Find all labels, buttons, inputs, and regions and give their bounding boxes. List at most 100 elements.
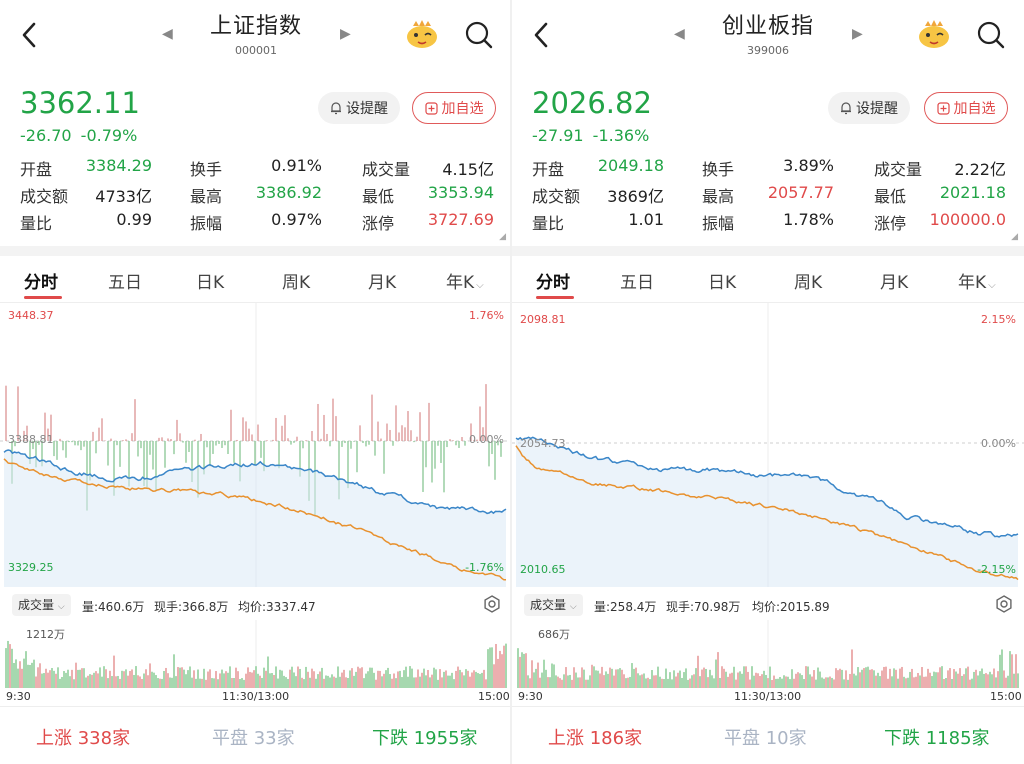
set-alert-button[interactable]: 设提醒 [828, 92, 910, 124]
tab-intraday[interactable]: 分时 [536, 273, 570, 293]
unchanged[interactable]: 平盘 33家 [212, 724, 295, 750]
decliners[interactable]: 下跌 1185家 [884, 724, 990, 750]
set-alert-button[interactable]: 设提醒 [318, 92, 400, 124]
stat-label: 最高 [190, 187, 223, 206]
tab-monthly-k[interactable]: 月K [368, 273, 397, 293]
tab-five-day[interactable]: 五日 [620, 273, 654, 293]
average-price-line [515, 445, 1019, 581]
volume-chart: 686万 [512, 620, 1024, 688]
intraday-chart-svg [512, 303, 1024, 587]
tab-intraday[interactable]: 分时 [24, 273, 58, 293]
tab-yearly-k[interactable]: 年K ⌵ [446, 268, 484, 293]
stat-value: 3384.29 [85, 156, 152, 175]
expand-corner-icon[interactable]: ◢ [499, 232, 506, 242]
add-favorite-label: 加自选 [441, 101, 484, 117]
add-favorite-button[interactable]: 加自选 [412, 92, 496, 124]
intraday-chart[interactable]: 3448.37 3388.81 3329.25 1.76% 0.00% -1.7… [0, 303, 512, 587]
chevron-down-icon: ⌵ [988, 280, 996, 291]
chevron-down-icon: ⌵ [57, 602, 65, 612]
tab-five-day[interactable]: 五日 [108, 273, 142, 293]
chevron-down-icon: ⌵ [476, 280, 484, 291]
stat-label: 换手 [702, 160, 735, 179]
prev-arrow-icon[interactable]: ◀ [162, 26, 173, 42]
index-code: 399006 [747, 44, 789, 57]
stat-value: 3386.92 [255, 183, 322, 202]
volume-selector[interactable]: 成交量 ⌵ [12, 594, 71, 616]
add-favorite-label: 加自选 [953, 101, 996, 117]
decliners-count: 1955家 [413, 728, 478, 749]
add-favorite-button[interactable]: 加自选 [924, 92, 1008, 124]
mascot-icon[interactable] [404, 18, 440, 50]
intraday-chart-svg [0, 303, 512, 587]
stat-label: 换手 [190, 160, 223, 179]
unchanged-label: 平盘 [724, 728, 760, 749]
set-alert-label: 设提醒 [346, 101, 388, 117]
stat-value: 4733亿 [95, 187, 152, 206]
stat-value: 2021.18 [939, 183, 1006, 202]
gear-icon[interactable] [482, 594, 502, 614]
active-tab-indicator [24, 296, 62, 299]
chart-tabs: 分时 五日 日K 周K 月K 年K ⌵ [0, 256, 512, 302]
panel-chinext: 创业板指 399006 ◀ ▶ 2026.82 -27.91 -1.36% 设提… [512, 0, 1024, 764]
stats-row: 量比 0.99 振幅 0.97% 涨停 3727.69 [20, 210, 500, 237]
set-alert-label: 设提醒 [856, 101, 898, 117]
time-open-label: 9:30 [518, 690, 543, 703]
search-icon[interactable] [464, 20, 494, 50]
back-icon[interactable] [528, 18, 554, 52]
search-icon[interactable] [976, 20, 1006, 50]
advancers[interactable]: 上涨 186家 [548, 724, 642, 750]
market-breadth: 上涨 338家 平盘 33家 下跌 1955家 [0, 722, 512, 752]
stat-label: 最低 [362, 187, 395, 206]
volume-info-bar: 成交量 ⌵ 量:258.4万 现手:70.98万 均价:2015.89 [512, 590, 1024, 618]
prev-arrow-icon[interactable]: ◀ [674, 26, 685, 42]
advancers[interactable]: 上涨 338家 [36, 724, 130, 750]
stats-row: 成交额 4733亿 最高 3386.92 最低 3353.94 [20, 183, 500, 210]
tab-daily-k[interactable]: 日K [708, 273, 737, 293]
page-title: 上证指数 [209, 14, 302, 39]
tab-monthly-k[interactable]: 月K [880, 273, 909, 293]
mascot-icon[interactable] [916, 18, 952, 50]
price-line [3, 449, 507, 515]
stat-value: 0.91% [271, 156, 322, 175]
tab-yearly-k-label: 年K [958, 273, 987, 293]
advancers-label: 上涨 [548, 728, 584, 749]
next-arrow-icon[interactable]: ▶ [852, 26, 863, 42]
gear-icon[interactable] [994, 594, 1014, 614]
header: 创业板指 399006 ◀ ▶ [512, 0, 1024, 72]
volume-info-bar: 成交量 ⌵ 量:460.6万 现手:366.8万 均价:3337.47 [0, 590, 512, 618]
decliners-label: 下跌 [884, 728, 920, 749]
price-line [515, 436, 1019, 538]
stat-value: 4.15亿 [442, 160, 494, 179]
stat-label: 振幅 [190, 214, 223, 233]
price-area [4, 450, 506, 587]
pct-mid-label: 0.00% [981, 437, 1016, 450]
tab-daily-k[interactable]: 日K [196, 273, 225, 293]
current-price: 2026.82 [532, 86, 652, 120]
volume-amount: 量:258.4万 [594, 600, 657, 614]
title-box: 创业板指 399006 [512, 8, 1024, 57]
stat-value: 1.01 [628, 210, 664, 229]
tab-weekly-k[interactable]: 周K [282, 273, 311, 293]
back-icon[interactable] [16, 18, 42, 52]
bottom-border [0, 706, 512, 707]
bottom-border [512, 706, 1024, 707]
tab-yearly-k[interactable]: 年K ⌵ [958, 268, 996, 293]
tab-weekly-k[interactable]: 周K [794, 273, 823, 293]
header: 上证指数 000001 ◀ ▶ [0, 0, 512, 72]
expand-corner-icon[interactable]: ◢ [1011, 232, 1018, 242]
volume-max-label: 1212万 [26, 628, 65, 641]
decliners[interactable]: 下跌 1955家 [372, 724, 478, 750]
volume-current: 现手:70.98万 [666, 600, 741, 614]
unchanged[interactable]: 平盘 10家 [724, 724, 807, 750]
stat-value: 3869亿 [607, 187, 664, 206]
change-value: -27.91 [532, 126, 584, 145]
decliners-count: 1185家 [925, 728, 990, 749]
decliners-label: 下跌 [372, 728, 408, 749]
advancers-label: 上涨 [36, 728, 72, 749]
y-top-label: 2098.81 [520, 313, 566, 326]
volume-selector[interactable]: 成交量 ⌵ [524, 594, 583, 616]
chevron-down-icon: ⌵ [569, 602, 577, 612]
intraday-chart[interactable]: 2098.81 2054.73 2010.65 2.15% 0.00% -2.1… [512, 303, 1024, 587]
separator-band [512, 246, 1024, 256]
next-arrow-icon[interactable]: ▶ [340, 26, 351, 42]
